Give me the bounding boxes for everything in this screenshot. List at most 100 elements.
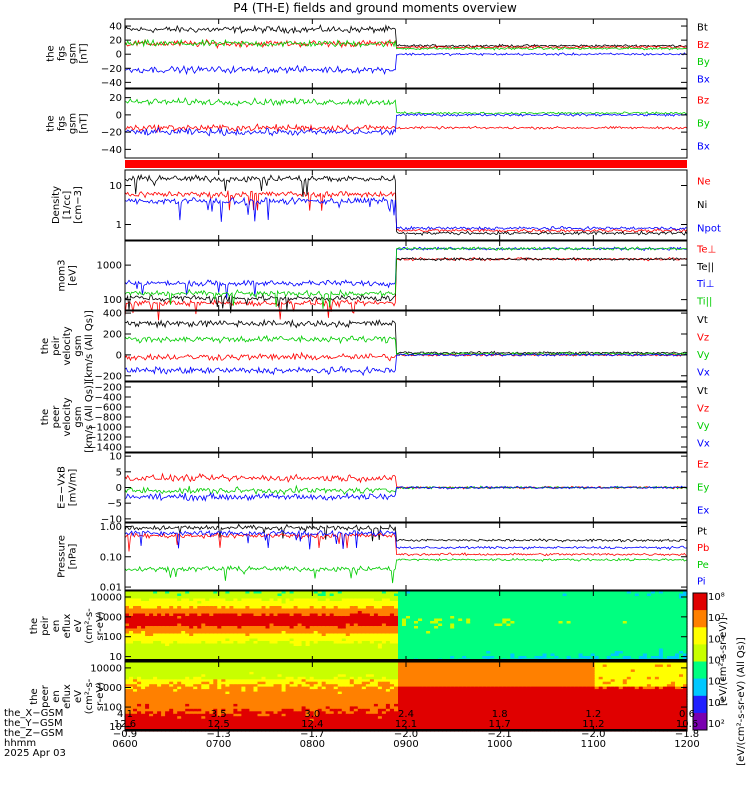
spectrogram-cell	[181, 708, 186, 712]
spectrogram-cell	[225, 684, 230, 688]
spectrogram-cell	[185, 696, 190, 700]
spectrogram-cell	[341, 646, 347, 650]
spectrogram-cell	[438, 618, 443, 622]
spectrogram-cell	[141, 656, 146, 660]
spectrogram-cell	[446, 613, 451, 617]
spectrogram-cell	[181, 593, 186, 597]
spectrogram-cell	[470, 611, 475, 615]
spectrogram-cell	[209, 671, 214, 675]
spectrogram-cell	[438, 598, 443, 602]
spectrogram-cell	[373, 618, 379, 622]
spectrogram-cell	[333, 623, 339, 627]
spectrogram-cell	[394, 638, 399, 642]
spectrogram-cell	[361, 613, 367, 617]
spectrogram-cell	[578, 623, 584, 627]
spectrogram-cell	[177, 703, 182, 707]
spectrogram-cell	[634, 656, 640, 660]
spectrogram-cell	[618, 613, 624, 617]
spectrogram-cell	[241, 638, 246, 642]
spectrogram-cell	[666, 606, 672, 610]
spectrogram-cell	[145, 664, 150, 668]
spectrogram-cell	[133, 703, 138, 707]
ylabel-line: the	[40, 409, 51, 425]
spectrogram-cell	[145, 699, 150, 703]
spectrogram-cell	[602, 623, 608, 627]
spectrogram-cell	[414, 651, 419, 655]
spectrogram-cell	[438, 638, 443, 642]
spectrogram-cell	[518, 611, 523, 615]
spectrogram-cell	[422, 653, 427, 657]
spectrogram-cell	[582, 626, 588, 630]
spectrogram-cell	[169, 646, 174, 650]
spectrogram-cell	[185, 626, 190, 630]
spectrogram-cell	[410, 653, 415, 657]
spectrogram-cell	[622, 656, 628, 660]
spectrogram-cell	[357, 608, 363, 612]
spectrogram-cell	[153, 621, 158, 625]
spectrogram-cell	[470, 633, 475, 637]
spectrogram-cell	[394, 598, 399, 602]
spectrogram-cell	[225, 711, 230, 715]
spectrogram-cell	[209, 608, 214, 612]
spectrogram-cell	[173, 643, 178, 647]
spectrogram-cell	[530, 598, 535, 602]
spectrogram-cell	[157, 699, 162, 703]
spectrogram-cell	[129, 618, 134, 622]
spectrogram-cell	[221, 591, 226, 595]
spectrogram-cell	[418, 598, 423, 602]
spectrogram-cell	[590, 628, 596, 632]
spectrogram-cell	[498, 646, 503, 650]
spectrogram-cell	[498, 633, 503, 637]
spectrogram-cell	[329, 638, 335, 642]
spectrogram-cell	[679, 596, 684, 600]
spectrogram-cell	[153, 598, 158, 602]
spectrogram-cell	[602, 616, 608, 620]
spectrogram-cell	[165, 708, 170, 712]
spectrogram-cell	[634, 613, 640, 617]
spectrogram-cell	[598, 621, 604, 625]
spectrogram-cell	[341, 621, 347, 625]
legend-Ey: Ey	[697, 483, 709, 494]
spectrogram-cell	[650, 621, 656, 625]
spectrogram-cell	[658, 651, 664, 655]
spectrogram-cell	[321, 621, 327, 625]
spectrogram-cell	[149, 718, 154, 722]
spectrogram-cell	[149, 613, 154, 617]
spectrogram-cell	[406, 603, 411, 607]
spectrogram-cell	[450, 656, 455, 660]
spectrogram-cell	[345, 643, 351, 647]
spectrogram-cell	[510, 611, 515, 615]
spectrogram-cell	[177, 696, 182, 700]
spectrogram-cell	[185, 646, 190, 650]
spectrogram-cell	[522, 636, 527, 640]
spectrogram-cell	[165, 646, 170, 650]
spectrogram-cell	[369, 643, 375, 647]
spectrogram-cell	[141, 616, 146, 620]
spectrogram-cell	[414, 628, 419, 632]
spectrogram-cell	[610, 618, 616, 622]
spectrogram-cell	[133, 641, 138, 645]
spectrogram-cell	[478, 631, 483, 635]
spectrogram-cell	[446, 643, 451, 647]
spectrogram-cell	[157, 621, 162, 625]
spectrogram-cell	[357, 598, 363, 602]
spectrogram-cell	[402, 603, 407, 607]
spectrogram-cell	[177, 593, 182, 597]
spectrogram-cell	[566, 603, 572, 607]
spectrogram-cell	[662, 656, 668, 660]
spectrogram-cell	[534, 633, 540, 637]
spectrogram-cell	[422, 643, 427, 647]
spectrogram-cell	[550, 601, 556, 605]
spectrogram-cell	[157, 631, 162, 635]
spectrogram-cell	[149, 603, 154, 607]
spectrogram-cell	[193, 726, 198, 730]
spectrogram-cell	[161, 676, 166, 680]
spectrogram-cell	[574, 651, 580, 655]
spectrogram-cell	[558, 646, 564, 650]
spectrogram-cell	[305, 618, 311, 622]
spectrogram-cell	[133, 623, 138, 627]
spectrogram-cell	[261, 621, 267, 625]
spectrogram-cell	[213, 638, 218, 642]
spectrogram-cell	[462, 651, 467, 655]
spectrogram-cell	[341, 631, 347, 635]
